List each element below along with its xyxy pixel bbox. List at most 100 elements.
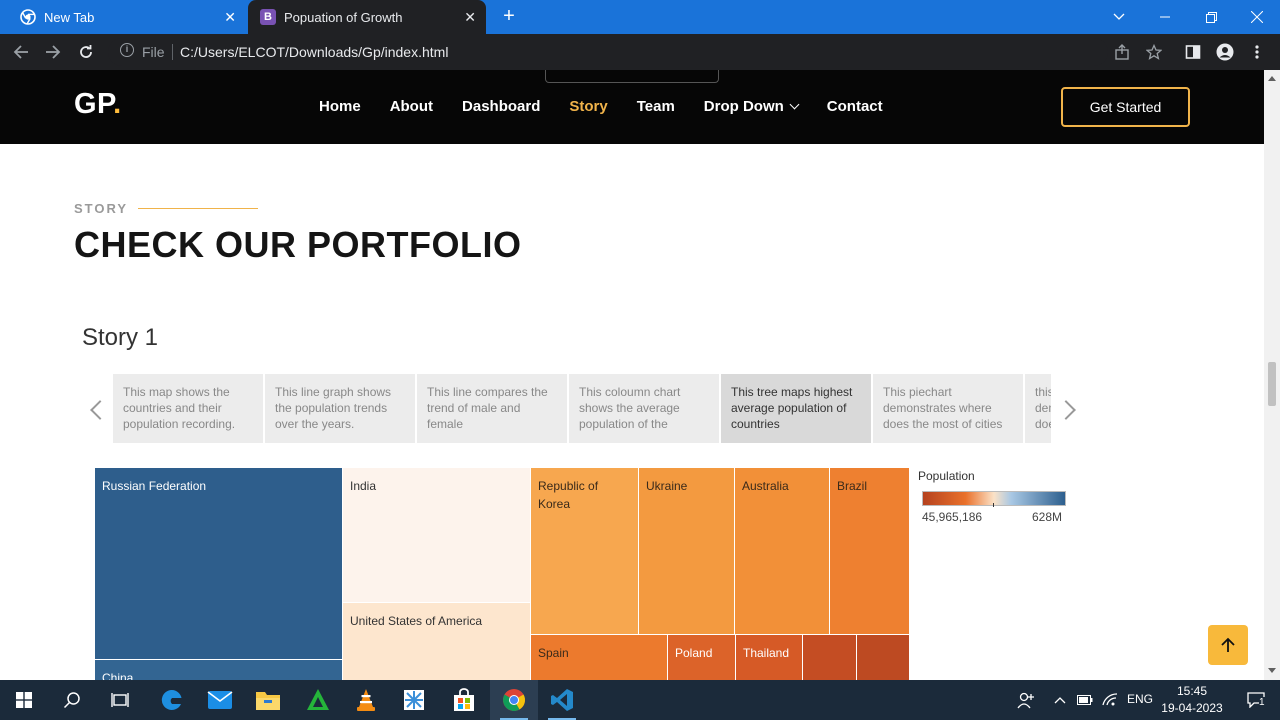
vlc-icon[interactable]: [342, 680, 390, 720]
legend-tick: [993, 503, 994, 507]
nav-contact[interactable]: Contact: [826, 98, 883, 115]
minimize-button[interactable]: [1142, 0, 1188, 34]
tab-search-chevron-icon[interactable]: [1096, 0, 1142, 34]
file-explorer-icon[interactable]: [244, 680, 292, 720]
treemap-cell[interactable]: Poland: [668, 635, 736, 680]
tray-overflow-chevron-icon[interactable]: [1046, 680, 1074, 720]
address-bar[interactable]: i File C:/Users/ELCOT/Downloads/Gp/index…: [108, 38, 1108, 66]
section-title: CHECK OUR PORTFOLIO: [74, 224, 522, 265]
app-a-icon[interactable]: [294, 680, 342, 720]
treemap-cell[interactable]: Brazil: [830, 468, 910, 635]
legend-min-label: 45,965,186: [922, 510, 983, 524]
chevron-right-icon: [1056, 400, 1076, 420]
header-decoration: [545, 70, 719, 83]
section-kicker: STORY: [74, 201, 129, 216]
logo-dot: .: [113, 88, 122, 120]
nav-team[interactable]: Team: [636, 98, 675, 115]
scheme-label: File: [142, 44, 165, 60]
treemap-cell[interactable]: Australia: [735, 468, 830, 635]
edge-icon[interactable]: [148, 680, 196, 720]
reload-icon[interactable]: [74, 40, 98, 64]
close-window-button[interactable]: [1234, 0, 1280, 34]
tab-popuation-of-growth[interactable]: B Popuation of Growth ✕: [248, 0, 486, 34]
taskbar: ENG 15:45 19-04-2023 1: [0, 680, 1280, 720]
scroll-up-icon[interactable]: [1268, 76, 1276, 81]
story-prev-button[interactable]: [88, 397, 110, 423]
back-icon[interactable]: [9, 40, 33, 64]
bookmark-star-icon[interactable]: [1142, 40, 1166, 64]
treemap-cell[interactable]: Ukraine: [639, 468, 735, 635]
task-view-icon[interactable]: [96, 680, 144, 720]
browser-toolbar: i File C:/Users/ELCOT/Downloads/Gp/index…: [0, 34, 1280, 70]
url-text[interactable]: C:/Users/ELCOT/Downloads/Gp/index.html: [180, 44, 449, 60]
bootstrap-icon: B: [260, 9, 276, 25]
vscode-icon[interactable]: [538, 680, 586, 720]
main-nav: Home About Dashboard Story Team Drop Dow…: [319, 98, 912, 115]
arrow-up-icon: [1221, 637, 1235, 652]
story-point[interactable]: This line compares the trend of male and…: [417, 374, 567, 443]
treemap-cell[interactable]: Russian Federation: [95, 468, 343, 660]
story-point-selected[interactable]: This tree maps highest average populatio…: [721, 374, 871, 443]
treemap-cell[interactable]: [803, 635, 857, 680]
nav-dashboard[interactable]: Dashboard: [462, 98, 541, 115]
story-point[interactable]: this demo does: [1025, 374, 1051, 443]
treemap-cell[interactable]: United States of America: [343, 603, 531, 680]
close-icon[interactable]: ✕: [464, 8, 476, 25]
page-scrollbar[interactable]: [1264, 70, 1280, 680]
story-point[interactable]: This piechart demonstrates where does th…: [873, 374, 1023, 443]
close-icon[interactable]: ✕: [224, 8, 236, 25]
share-icon[interactable]: [1110, 40, 1134, 64]
story-next-button[interactable]: [1056, 397, 1078, 423]
story-title: Story 1: [82, 324, 159, 351]
tab-new-tab[interactable]: New Tab ✕: [8, 0, 246, 34]
clock-date[interactable]: 19-04-2023: [1161, 701, 1223, 715]
forward-icon[interactable]: [41, 40, 65, 64]
treemap-cell[interactable]: [857, 635, 910, 680]
chrome-taskbar-icon[interactable]: [490, 680, 538, 720]
story-point[interactable]: This coloumn chart shows the average pop…: [569, 374, 719, 443]
treemap-cell[interactable]: China: [95, 660, 343, 680]
info-icon[interactable]: i: [120, 43, 134, 57]
notifications-icon[interactable]: 1: [1232, 680, 1280, 720]
mail-icon[interactable]: [196, 680, 244, 720]
legend-max-label: 628M: [1032, 510, 1063, 524]
notification-count: 1: [1259, 697, 1265, 708]
treemap-cell[interactable]: Republic of Korea: [531, 468, 639, 635]
treemap-cell[interactable]: Spain: [531, 635, 668, 680]
get-started-button[interactable]: Get Started: [1061, 87, 1190, 127]
nav-about[interactable]: About: [389, 98, 434, 115]
tab-label: New Tab: [44, 9, 95, 25]
new-tab-button[interactable]: +: [503, 5, 515, 27]
treemap-cell[interactable]: Thailand: [736, 635, 803, 680]
restore-button[interactable]: [1188, 0, 1234, 34]
site-header: GP. Home About Dashboard Story Team Drop…: [0, 70, 1264, 144]
treemap-cell[interactable]: India: [343, 468, 531, 603]
nav-drop-down[interactable]: Drop Down: [704, 98, 800, 115]
windows-start-icon[interactable]: [0, 680, 48, 720]
nav-story[interactable]: Story: [569, 98, 608, 115]
story-point[interactable]: This map shows the countries and their p…: [113, 374, 263, 443]
tab-label: Popuation of Growth: [284, 9, 403, 25]
scroll-down-icon[interactable]: [1268, 668, 1276, 673]
scrollbar-thumb[interactable]: [1268, 362, 1276, 406]
profile-icon[interactable]: [1213, 40, 1237, 64]
menu-icon[interactable]: [1245, 40, 1269, 64]
battery-icon[interactable]: [1072, 680, 1098, 720]
story-point[interactable]: This line graph shows the population tre…: [265, 374, 415, 443]
chevron-down-icon: [789, 99, 800, 110]
legend-color-ramp: [922, 491, 1066, 506]
side-panel-icon[interactable]: [1181, 40, 1205, 64]
back-to-top-button[interactable]: [1208, 625, 1248, 665]
wifi-icon[interactable]: [1097, 680, 1123, 720]
search-icon[interactable]: [48, 680, 96, 720]
divider: [172, 44, 173, 60]
people-icon[interactable]: [1002, 680, 1050, 720]
clock-time[interactable]: 15:45: [1176, 684, 1208, 698]
language-indicator[interactable]: ENG: [1127, 692, 1154, 706]
network-app-icon[interactable]: [390, 680, 438, 720]
kicker-divider: [138, 208, 258, 209]
site-logo[interactable]: GP.: [74, 88, 122, 121]
store-icon[interactable]: [440, 680, 488, 720]
nav-home[interactable]: Home: [319, 98, 361, 115]
chrome-icon: [20, 9, 36, 25]
